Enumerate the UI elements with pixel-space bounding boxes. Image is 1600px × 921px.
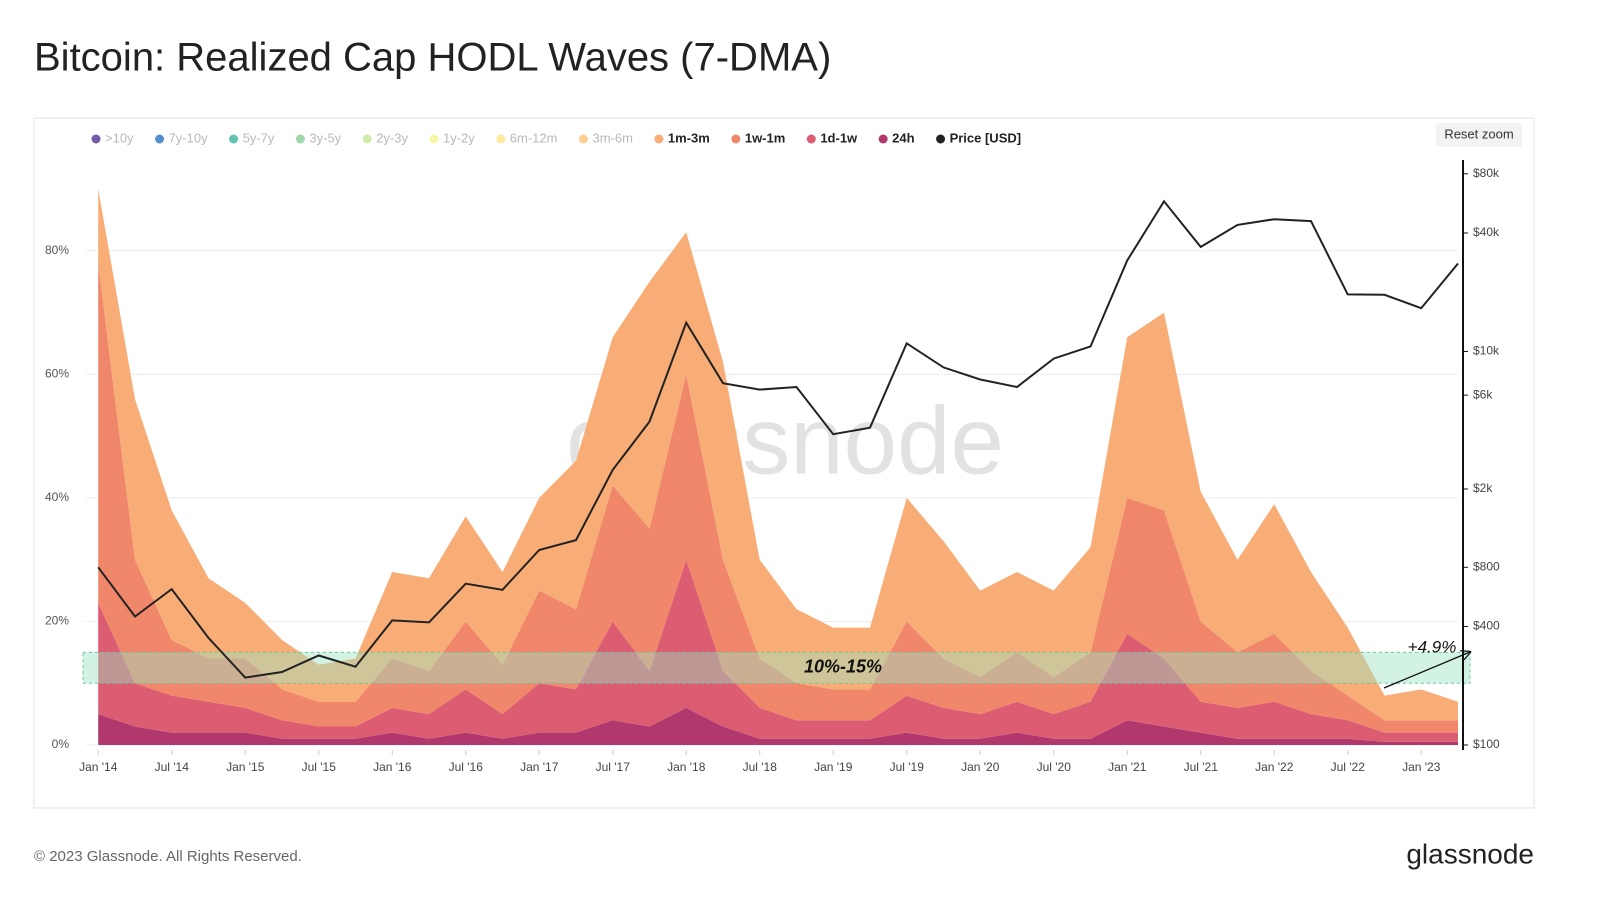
legend-dot bbox=[295, 134, 305, 144]
y2-tick-label: $2k bbox=[1473, 481, 1493, 495]
logo: glassnode bbox=[1406, 838, 1534, 869]
y-tick-label: 20% bbox=[45, 614, 69, 628]
legend-dot bbox=[936, 134, 946, 144]
x-tick-label: Jul '17 bbox=[596, 760, 631, 774]
legend-dot bbox=[496, 134, 506, 144]
legend-dot bbox=[429, 134, 439, 144]
plot-layer bbox=[86, 189, 1459, 746]
legend-label[interactable]: 5y-7y bbox=[243, 130, 275, 145]
y-tick-label: 60% bbox=[45, 367, 69, 381]
x-tick-label: Jan '15 bbox=[226, 760, 265, 774]
legend-label[interactable]: 24h bbox=[892, 130, 914, 145]
y2-tick-label: $100 bbox=[1473, 737, 1500, 751]
area bbox=[98, 189, 1459, 721]
legend-label[interactable]: 7y-10y bbox=[169, 130, 209, 145]
footer: © 2023 Glassnode. All Rights Reserved. bbox=[34, 848, 302, 865]
y2-tick-label: $800 bbox=[1473, 559, 1500, 573]
x-tick-label: Jan '18 bbox=[667, 760, 706, 774]
legend-dot bbox=[362, 134, 372, 144]
price-line bbox=[97, 199, 1459, 679]
x-tick-label: Jul '22 bbox=[1331, 760, 1366, 774]
y-tick-label: 40% bbox=[45, 490, 69, 504]
legend-label[interactable]: 2y-3y bbox=[376, 130, 408, 145]
x-tick-label: Jul '18 bbox=[743, 760, 778, 774]
legend-label[interactable]: >10y bbox=[105, 130, 134, 145]
y-tick-label: 0% bbox=[52, 737, 70, 751]
annotation-arrow bbox=[1383, 652, 1470, 689]
y2-tick-label: $10k bbox=[1473, 344, 1500, 358]
x-tick-label: Jan '20 bbox=[961, 760, 1000, 774]
area bbox=[98, 263, 1459, 733]
legend-label[interactable]: 1d-1w bbox=[820, 130, 858, 145]
chart-frame bbox=[33, 117, 1535, 809]
x-tick-label: Jan '23 bbox=[1402, 760, 1441, 774]
x-tick-label: Jan '22 bbox=[1255, 760, 1294, 774]
x-tick-label: Jan '21 bbox=[1108, 760, 1147, 774]
legend-label[interactable]: 3y-5y bbox=[309, 130, 341, 145]
legend-label[interactable]: 1m-3m bbox=[668, 130, 710, 145]
legend-dot bbox=[155, 134, 165, 144]
band-label: 10%-15% bbox=[804, 657, 882, 677]
legend-dot bbox=[654, 134, 664, 144]
legend-dot bbox=[91, 134, 101, 144]
x-tick-label: Jul '14 bbox=[155, 760, 190, 774]
legend-dot bbox=[578, 134, 588, 144]
x-tick-label: Jul '19 bbox=[890, 760, 925, 774]
y2-tick-label: $40k bbox=[1473, 225, 1500, 239]
y2-tick-label: $6k bbox=[1473, 387, 1493, 401]
x-tick-label: Jul '20 bbox=[1037, 760, 1072, 774]
x-tick-label: Jan '14 bbox=[79, 760, 118, 774]
legend-label[interactable]: 3m-6m bbox=[592, 130, 632, 145]
legend-dot bbox=[731, 134, 741, 144]
y-tick-label: 80% bbox=[45, 243, 69, 257]
area bbox=[98, 707, 1459, 745]
chart-title: Bitcoin: Realized Cap HODL Waves (7-DMA) bbox=[34, 36, 831, 80]
legend-label[interactable]: Price [USD] bbox=[950, 130, 1022, 145]
x-tick-label: Jul '21 bbox=[1184, 760, 1219, 774]
reset-zoom-button[interactable] bbox=[1436, 123, 1522, 147]
x-tick-label: Jan '19 bbox=[814, 760, 853, 774]
legend-dot bbox=[878, 134, 888, 144]
legend-label[interactable]: 1y-2y bbox=[443, 130, 475, 145]
legend-dot bbox=[806, 134, 816, 144]
x-tick-label: Jul '16 bbox=[449, 760, 484, 774]
legend-label[interactable]: 1w-1m bbox=[745, 130, 785, 145]
area bbox=[98, 559, 1459, 742]
y2-tick-label: $400 bbox=[1473, 619, 1500, 633]
legend-label[interactable]: 6m-12m bbox=[510, 130, 558, 145]
x-tick-label: Jan '17 bbox=[520, 760, 559, 774]
reset-zoom-label[interactable]: Reset zoom bbox=[1444, 126, 1513, 141]
legend-dot bbox=[229, 134, 239, 144]
x-tick-label: Jul '15 bbox=[302, 760, 337, 774]
y2-tick-label: $80k bbox=[1473, 166, 1500, 180]
x-tick-label: Jan '16 bbox=[373, 760, 412, 774]
annotation: +4.9% bbox=[1408, 637, 1457, 656]
